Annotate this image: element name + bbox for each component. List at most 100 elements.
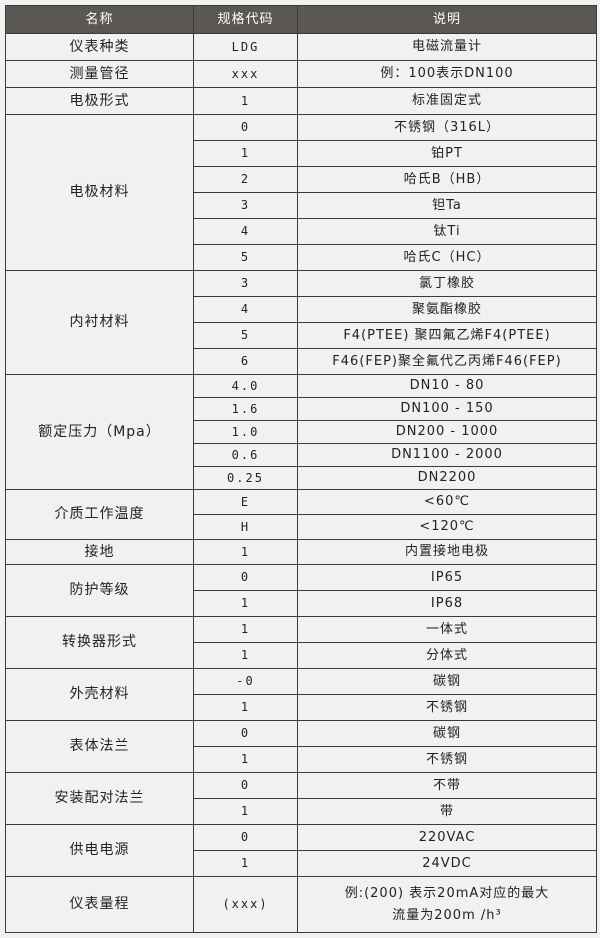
table-row: 1 不锈钢 — [6, 746, 597, 773]
spec-code: 1 — [193, 539, 298, 565]
spec-name: 外壳材料 — [5, 668, 194, 721]
table-row: 0.25 DN2200 — [6, 466, 597, 490]
spec-description: DN2200 — [297, 466, 597, 490]
description-line: 氯丁橡胶 — [418, 275, 475, 291]
description-line: 24VDC — [422, 855, 472, 871]
spec-description: 220VAC — [297, 824, 597, 851]
spec-name: 电极形式 — [5, 87, 194, 115]
table-row: 1 IP68 — [6, 590, 597, 617]
spec-code: 0 — [193, 824, 298, 851]
spec-code: 5 — [193, 244, 298, 271]
description-line: 碳钢 — [432, 673, 461, 689]
table-row: 额定压力（Mpa） 4.0 DN10 - 80 — [5, 374, 597, 490]
header-code: 规格代码 — [193, 5, 298, 34]
spec-description: IP68 — [297, 590, 597, 617]
spec-code: 1 — [193, 850, 298, 877]
spec-description: 分体式 — [297, 642, 597, 669]
spec-name: 转换器形式 — [5, 616, 194, 669]
spec-code: 1 — [193, 798, 298, 825]
spec-description: 例：100表示DN100 — [297, 60, 597, 88]
spec-code: 0 — [193, 772, 298, 799]
spec-code: LDG — [193, 33, 298, 61]
table-row: 5 哈氏C（HC） — [6, 244, 597, 271]
table-row: 电极形式 1 标准固定式 — [5, 87, 597, 115]
description-line: 带 — [439, 803, 454, 819]
spec-description: 铂PT — [297, 140, 597, 167]
description-line: 例：100表示DN100 — [380, 66, 514, 82]
spec-name: 防护等级 — [5, 564, 194, 617]
table-row: 转换器形式 1 一体式 — [5, 616, 597, 669]
spec-code: 6 — [193, 348, 298, 375]
table-row: 5 F4(PTEE) 聚四氟乙烯F4(PTEE) — [6, 322, 597, 349]
spec-code: 1 — [193, 694, 298, 721]
table-row: 介质工作温度 E <60℃ — [5, 489, 597, 540]
spec-name: 仪表种类 — [5, 33, 194, 61]
spec-description: IP65 — [297, 564, 597, 591]
table-row: 1 24VDC — [6, 850, 597, 877]
spec-description: 内置接地电极 — [297, 539, 597, 565]
spec-description: 氯丁橡胶 — [297, 270, 597, 297]
description-line: 不锈钢（316L） — [393, 119, 501, 135]
spec-code: E — [193, 489, 298, 515]
spec-code: 0.25 — [193, 466, 298, 490]
spec-description: 哈氏B（HB） — [297, 166, 597, 193]
spec-name: 电极材料 — [5, 114, 194, 271]
description-line: DN2200 — [417, 470, 477, 486]
table-row: 供电电源 0 220VAC — [5, 824, 597, 877]
description-line: 不锈钢 — [425, 699, 468, 715]
description-line: <60℃ — [423, 494, 471, 510]
description-line: 钽Ta — [432, 197, 462, 213]
description-line: 不锈钢 — [425, 751, 468, 767]
spec-description: 聚氨酯橡胶 — [297, 296, 597, 323]
spec-code: 0 — [193, 564, 298, 591]
description-line: F4(PTEE) 聚四氟乙烯F4(PTEE) — [343, 327, 551, 343]
spec-name: 内衬材料 — [5, 270, 194, 375]
description-line: 分体式 — [425, 647, 468, 663]
spec-code: 2 — [193, 166, 298, 193]
description-line: 哈氏B（HB） — [403, 171, 491, 187]
spec-code: 0 — [193, 720, 298, 747]
description-line: 钛Ti — [433, 223, 461, 239]
spec-description: DN10 - 80 — [297, 374, 597, 398]
description-line: 一体式 — [425, 621, 468, 637]
spec-code: 1 — [193, 590, 298, 617]
description-line: DN100 - 150 — [400, 401, 494, 417]
spec-code: 5 — [193, 322, 298, 349]
table-header: 名称 规格代码 说明 — [5, 5, 597, 34]
header-name: 名称 — [5, 5, 194, 34]
spec-description: 碳钢 — [297, 720, 597, 747]
spec-description: F46(FEP)聚全氟代乙丙烯F46(FEP) — [297, 348, 597, 375]
spec-name: 接地 — [5, 539, 194, 565]
table-row: 4 钛Ti — [6, 218, 597, 245]
spec-description: 碳钢 — [297, 668, 597, 695]
description-line: 哈氏C（HC） — [403, 249, 491, 265]
spec-description: 一体式 — [297, 616, 597, 643]
description-line: 不带 — [432, 777, 461, 793]
table-row: 6 F46(FEP)聚全氟代乙丙烯F46(FEP) — [6, 348, 597, 375]
spec-description: F4(PTEE) 聚四氟乙烯F4(PTEE) — [297, 322, 597, 349]
spec-name: 表体法兰 — [5, 720, 194, 773]
spec-description: DN1100 - 2000 — [297, 443, 597, 467]
spec-description: 不锈钢（316L） — [297, 114, 597, 141]
spec-description: 不带 — [297, 772, 597, 799]
table-row: 4 聚氨酯橡胶 — [6, 296, 597, 323]
spec-code: 1 — [193, 87, 298, 115]
table-row: 内衬材料 3 氯丁橡胶 — [5, 270, 597, 375]
spec-code: 4 — [193, 296, 298, 323]
spec-code: 0.6 — [193, 443, 298, 467]
spec-description: <60℃ — [297, 489, 597, 515]
description-line: <120℃ — [419, 519, 475, 535]
spec-code: 3 — [193, 192, 298, 219]
table-row: H <120℃ — [6, 514, 597, 540]
spec-description: 例:(200) 表示20mA对应的最大 流量为200m /h³ — [297, 876, 597, 933]
description-line: 例:(200) 表示20mA对应的最大 — [344, 885, 550, 901]
spec-description: 哈氏C（HC） — [297, 244, 597, 271]
spec-code: 1 — [193, 642, 298, 669]
spec-description: 电磁流量计 — [297, 33, 597, 61]
table-row: 电极材料 0 不锈钢（316L） — [5, 114, 597, 271]
spec-name: 仪表量程 — [5, 876, 194, 933]
spec-description: DN200 - 1000 — [297, 420, 597, 444]
description-line: 碳钢 — [432, 725, 461, 741]
spec-name: 供电电源 — [5, 824, 194, 877]
spec-code: (xxx) — [193, 876, 298, 933]
